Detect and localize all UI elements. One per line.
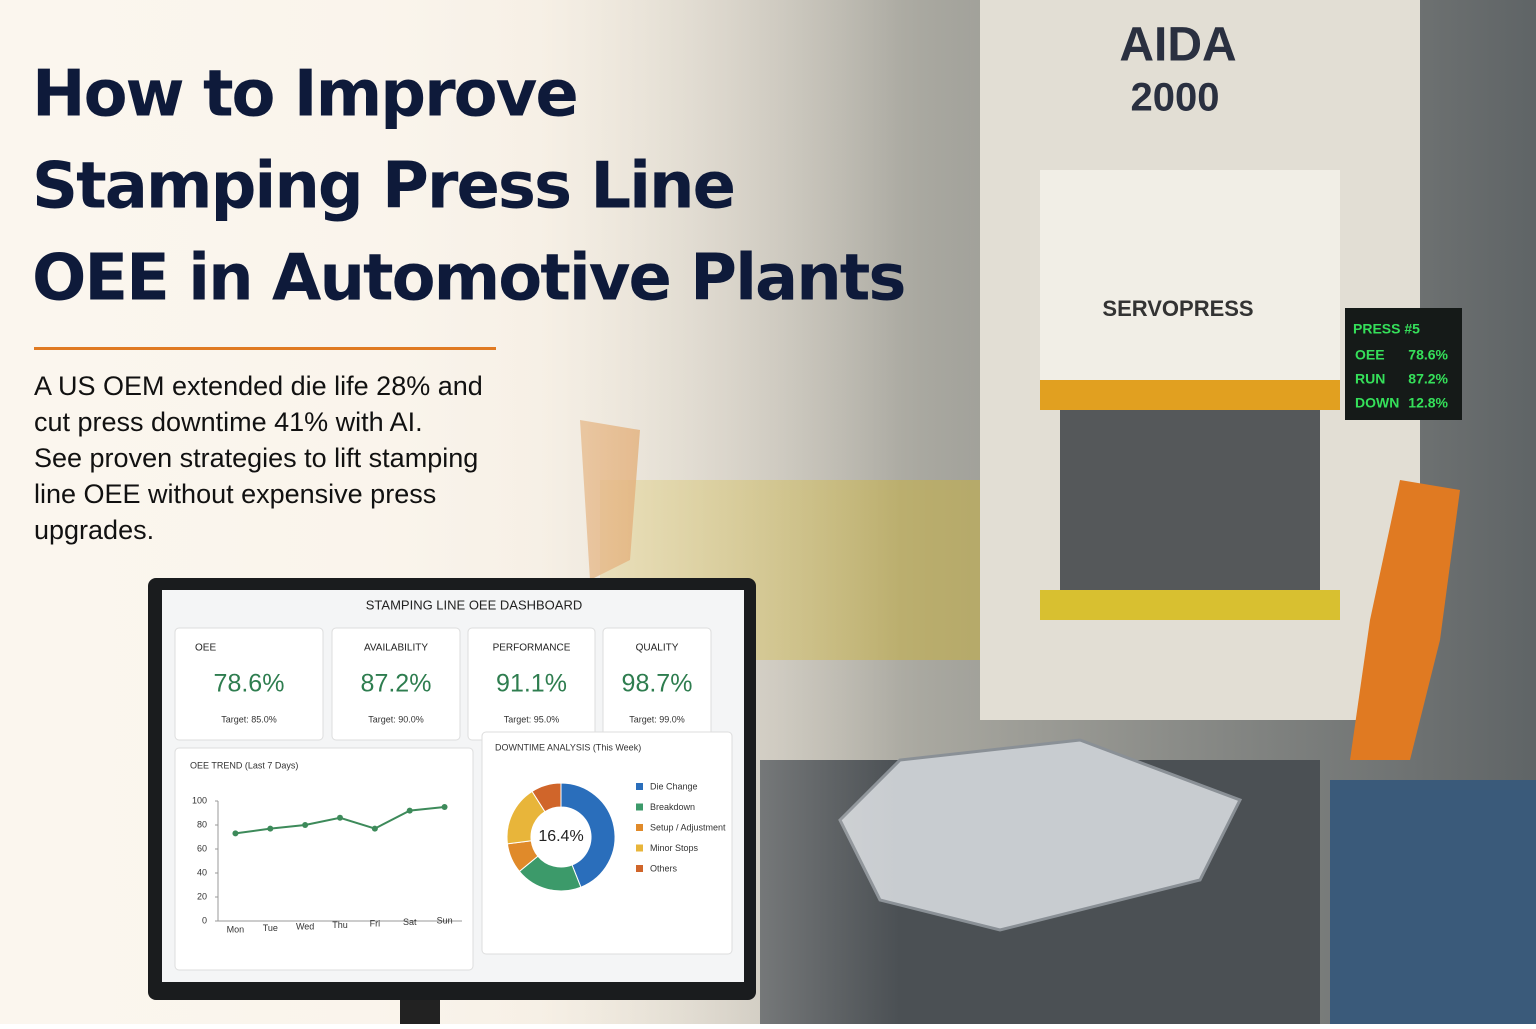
x-tick-label: Fri: [370, 918, 381, 928]
display-title: PRESS #5: [1353, 321, 1420, 337]
kpi-label: OEE: [195, 643, 216, 654]
legend-label: Others: [650, 863, 678, 873]
kpi-value: 87.2%: [361, 670, 432, 698]
kpi-value: 78.6%: [214, 670, 285, 698]
title: OEE in Automotive Plants: [32, 242, 904, 316]
kpi-label: PERFORMANCE: [493, 643, 571, 654]
factory: [580, 0, 1536, 1024]
y-tick-label: 60: [197, 843, 207, 853]
subtitle: A US OEM extended die life 28% and: [34, 371, 483, 401]
display-value: 12.8%: [1408, 395, 1448, 411]
title: How to Improve: [32, 58, 577, 132]
press-model: 2000: [1131, 76, 1220, 120]
point: [302, 822, 309, 828]
chart-title: DOWNTIME ANALYSIS (This Week): [495, 742, 641, 752]
dashboard-title: STAMPING LINE OEE DASHBOARD: [366, 597, 582, 612]
x-tick-label: Sat: [403, 917, 417, 927]
subtitle: upgrades.: [34, 515, 154, 545]
y-tick-label: 0: [202, 915, 207, 925]
legend-label: Die Change: [650, 781, 698, 791]
legend-swatch: [636, 783, 643, 790]
title: Stamping Press Line: [32, 150, 734, 224]
kpi-value: 98.7%: [622, 670, 693, 698]
legend-swatch: [636, 844, 643, 852]
donut-segment: [560, 782, 616, 888]
y-tick-label: 40: [197, 867, 207, 877]
kpi-target: Target: 95.0%: [504, 714, 560, 724]
subtitle: cut press downtime 41% with AI.: [34, 407, 423, 437]
legend-swatch: [636, 824, 643, 831]
kpi-target: Target: 90.0%: [368, 714, 424, 724]
point: [406, 807, 413, 814]
x-tick-label: Sun: [437, 915, 453, 925]
display-label: RUN: [1355, 371, 1385, 387]
point: [371, 825, 378, 832]
legend-label: Setup / Adjustment: [650, 822, 726, 832]
kpi-value: 91.1%: [496, 670, 567, 698]
legend-label: Minor Stops: [650, 843, 699, 853]
display-value: 87.2%: [1408, 371, 1448, 387]
display-label: OEE: [1355, 347, 1385, 363]
press-display: [1345, 308, 1462, 420]
point: [337, 814, 343, 821]
press-brand: AIDA: [1119, 19, 1236, 72]
display-label: DOWN: [1355, 395, 1399, 411]
x-tick-label: Wed: [296, 921, 314, 931]
display-value: 78.6%: [1408, 347, 1448, 363]
divider: [34, 347, 496, 350]
point: [267, 825, 274, 832]
kpi-card: [331, 627, 461, 741]
subtitle: See proven strategies to lift stamping: [34, 443, 478, 473]
y-tick-label: 80: [197, 819, 207, 829]
kpi-label: QUALITY: [636, 643, 679, 654]
point: [441, 804, 448, 810]
point: [232, 830, 239, 837]
kpi-target: Target: 99.0%: [629, 714, 685, 724]
legend-swatch: [636, 803, 643, 811]
y-tick-label: 20: [197, 891, 207, 901]
x-tick-label: Thu: [332, 920, 348, 930]
y-tick-label: 100: [192, 795, 207, 805]
x-tick-label: Tue: [263, 923, 278, 933]
kpi-card: [174, 627, 324, 741]
legend-swatch: [636, 865, 643, 872]
press-label: SERVOPRESS: [1102, 296, 1253, 321]
donut-segment: [531, 782, 562, 813]
panel: [174, 747, 474, 971]
chart-title: OEE TREND (Last 7 Days): [190, 760, 298, 770]
legend-label: Breakdown: [650, 802, 695, 812]
kpi-target: Target: 85.0%: [221, 714, 277, 724]
kpi-label: AVAILABILITY: [364, 643, 428, 654]
subtitle: line OEE without expensive press: [34, 479, 436, 509]
x-tick-label: Mon: [227, 924, 245, 934]
donut-center-label: 16.4%: [538, 828, 583, 845]
